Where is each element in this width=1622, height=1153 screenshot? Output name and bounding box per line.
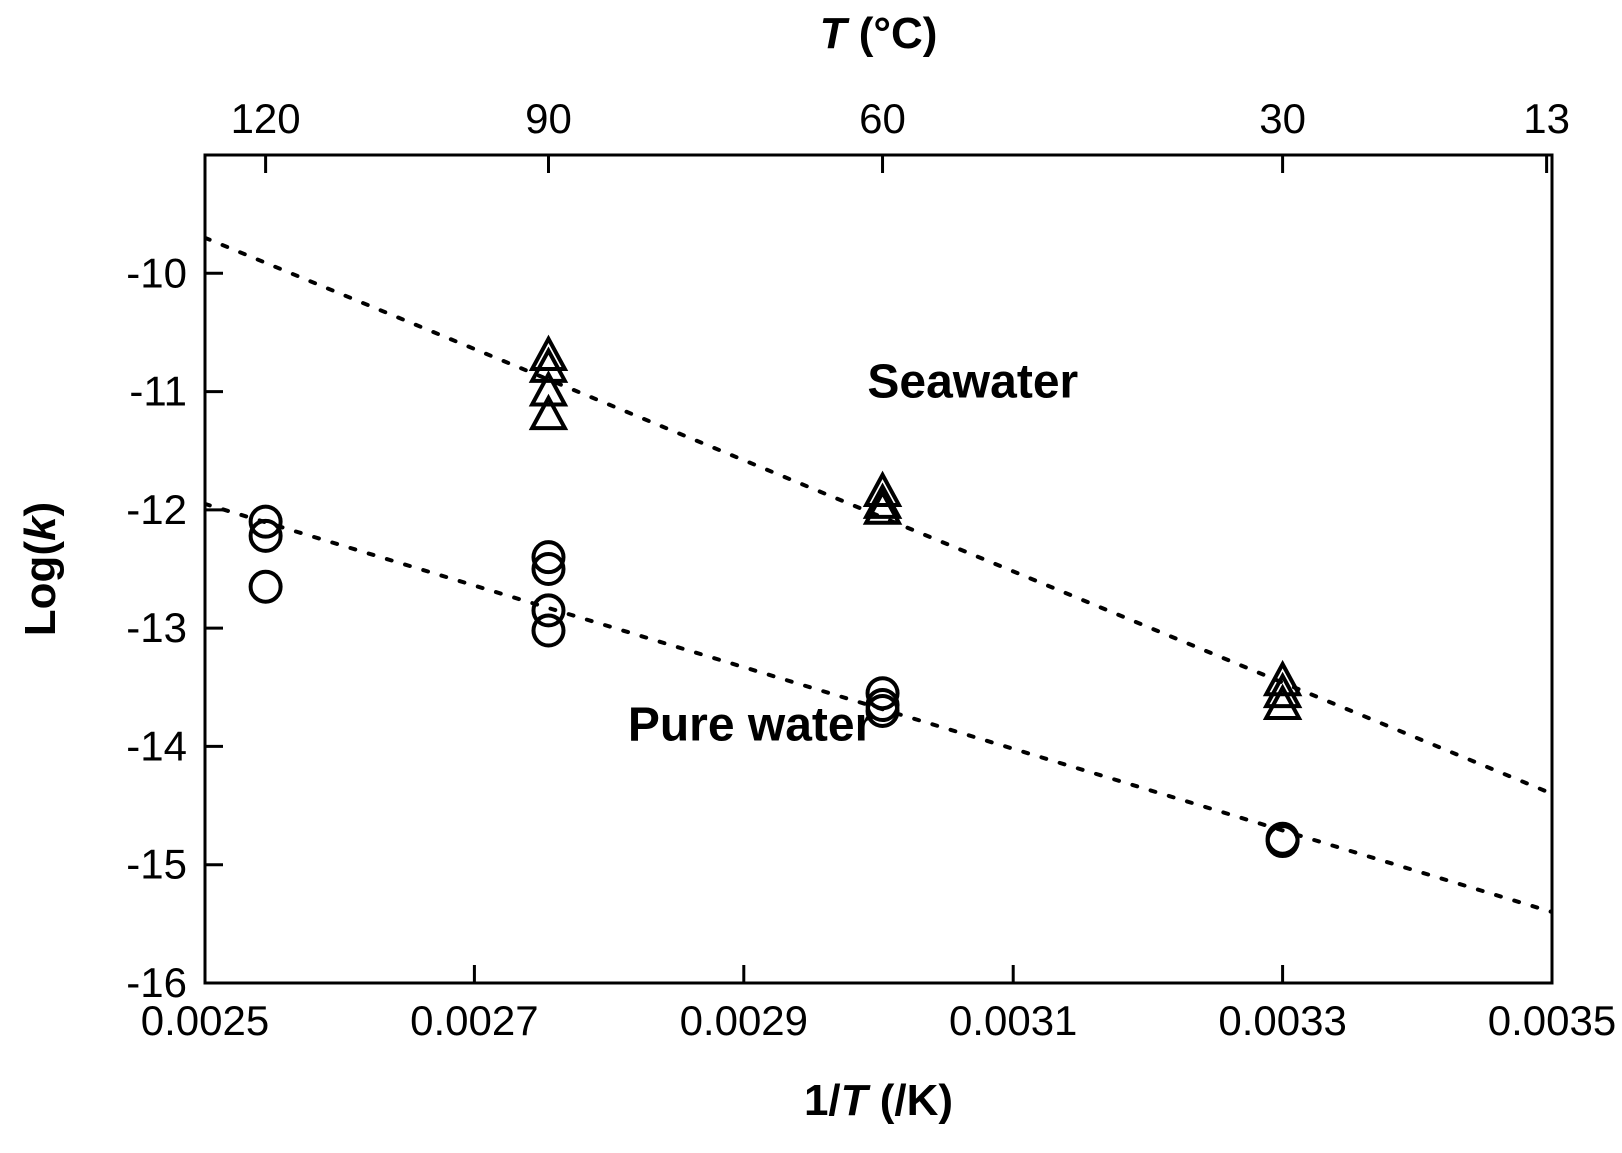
y-tick-label: -11 <box>129 368 187 415</box>
pure-water-label: Pure water <box>628 699 873 752</box>
y-tick-label: -12 <box>126 486 187 533</box>
y-tick-label: -13 <box>126 604 187 651</box>
x-top-tick-label: 120 <box>231 95 301 142</box>
x-top-tick-label: 30 <box>1259 95 1306 142</box>
y-tick-label: -16 <box>126 959 187 1006</box>
x-top-axis-label: T (°C) <box>820 9 938 58</box>
x-bottom-tick-label: 0.0027 <box>410 997 538 1044</box>
x-bottom-tick-label: 0.0033 <box>1218 997 1346 1044</box>
x-top-tick-label: 90 <box>525 95 572 142</box>
x-bottom-tick-label: 0.0029 <box>680 997 808 1044</box>
y-axis-label: Log(k) <box>16 502 65 636</box>
x-bottom-axis-label: 1/T (/K) <box>804 1076 953 1125</box>
x-top-tick-label: 60 <box>859 95 906 142</box>
seawater-label: Seawater <box>867 355 1078 408</box>
chart-svg: 0.00250.00270.00290.00310.00330.00351209… <box>0 0 1622 1153</box>
y-tick-label: -10 <box>126 249 187 296</box>
arrhenius-chart: 0.00250.00270.00290.00310.00330.00351209… <box>0 0 1622 1153</box>
x-bottom-tick-label: 0.0031 <box>949 997 1077 1044</box>
y-tick-label: -14 <box>126 722 187 769</box>
y-tick-label: -15 <box>126 841 187 888</box>
x-top-tick-label: 13 <box>1523 95 1570 142</box>
x-bottom-tick-label: 0.0035 <box>1488 997 1616 1044</box>
